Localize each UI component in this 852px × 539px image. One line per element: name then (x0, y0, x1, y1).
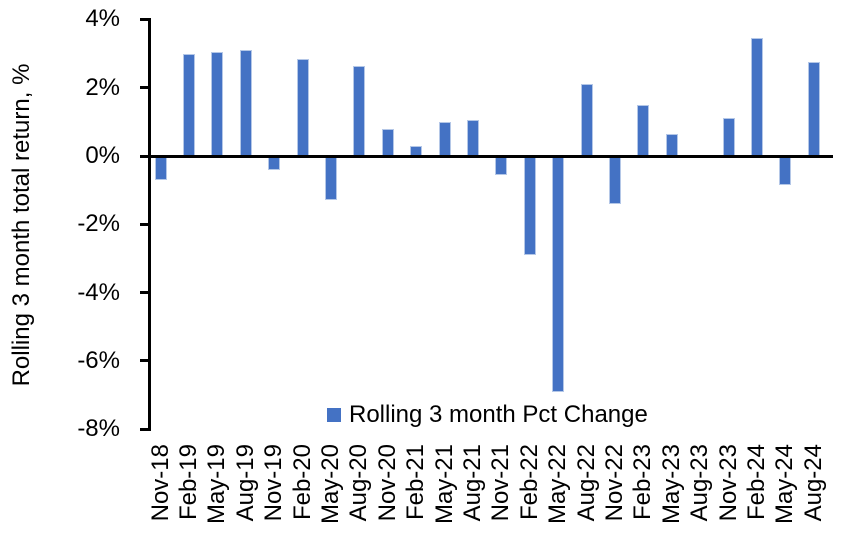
bar (637, 104, 650, 156)
bar (183, 53, 195, 156)
bar (438, 121, 451, 156)
x-tick-label: Nov-19 (260, 444, 288, 522)
y-tick-mark (140, 291, 150, 295)
legend-label: Rolling 3 month Pct Change (349, 401, 648, 428)
bar (523, 156, 536, 256)
bar (552, 156, 565, 392)
x-tick-label: Aug-22 (572, 444, 600, 522)
bar (353, 65, 366, 156)
y-tick-mark (140, 154, 150, 158)
bar (722, 118, 735, 156)
x-tick-label: Nov-23 (714, 444, 742, 522)
y-tick-label: -8% (77, 415, 120, 443)
bar (154, 156, 167, 180)
y-tick-mark (140, 17, 150, 21)
x-tick-label: May-20 (317, 444, 344, 525)
legend-swatch-icon (327, 408, 341, 422)
x-tick-label: Aug-23 (686, 444, 714, 522)
y-tick-label: 0% (85, 142, 120, 169)
bar (239, 50, 252, 156)
x-tick-label: Feb-19 (175, 444, 202, 521)
bar (580, 84, 593, 156)
x-tick-label: May-24 (771, 444, 799, 525)
x-tick-label: May-19 (203, 444, 231, 525)
x-tick-label: Feb-24 (743, 444, 770, 521)
y-tick-mark (140, 86, 150, 90)
y-tick-label: -6% (77, 346, 120, 374)
y-tick-label: -4% (77, 278, 120, 306)
bar (495, 156, 508, 175)
bar (325, 156, 337, 201)
bar (381, 128, 394, 156)
x-tick-label: Feb-22 (515, 444, 543, 521)
y-tick-label: -2% (77, 210, 120, 238)
bar (665, 133, 678, 156)
x-tick-label: May-22 (544, 444, 572, 525)
bar (609, 156, 621, 204)
x-tick-label: Nov-20 (373, 444, 401, 522)
x-axis-zero-line (150, 154, 833, 158)
x-tick-label: Feb-20 (288, 444, 316, 521)
y-tick-mark (140, 222, 150, 226)
bar (268, 156, 281, 170)
bar (751, 38, 763, 156)
x-tick-label: Aug-21 (459, 444, 486, 522)
bar (296, 58, 309, 156)
x-tick-label: May-23 (657, 444, 685, 525)
x-tick-label: Aug-24 (799, 444, 827, 522)
y-tick-mark (140, 427, 150, 431)
y-tick-label: 2% (85, 73, 120, 101)
y-tick-mark (140, 359, 150, 363)
legend: Rolling 3 month Pct Change (325, 402, 650, 428)
bar (807, 62, 820, 156)
x-tick-label: Nov-22 (601, 444, 628, 522)
x-tick-label: Feb-21 (402, 444, 430, 521)
x-tick-label: Aug-19 (231, 444, 259, 522)
x-tick-label: Aug-20 (345, 444, 373, 522)
x-tick-label: Feb-23 (629, 444, 657, 521)
x-tick-label: Nov-18 (146, 444, 174, 522)
x-tick-label: Nov-21 (487, 444, 515, 522)
bar (467, 120, 479, 156)
y-tick-label: 4% (85, 5, 120, 33)
bar (211, 51, 224, 156)
bar (779, 156, 792, 186)
x-tick-label: May-21 (430, 444, 458, 525)
